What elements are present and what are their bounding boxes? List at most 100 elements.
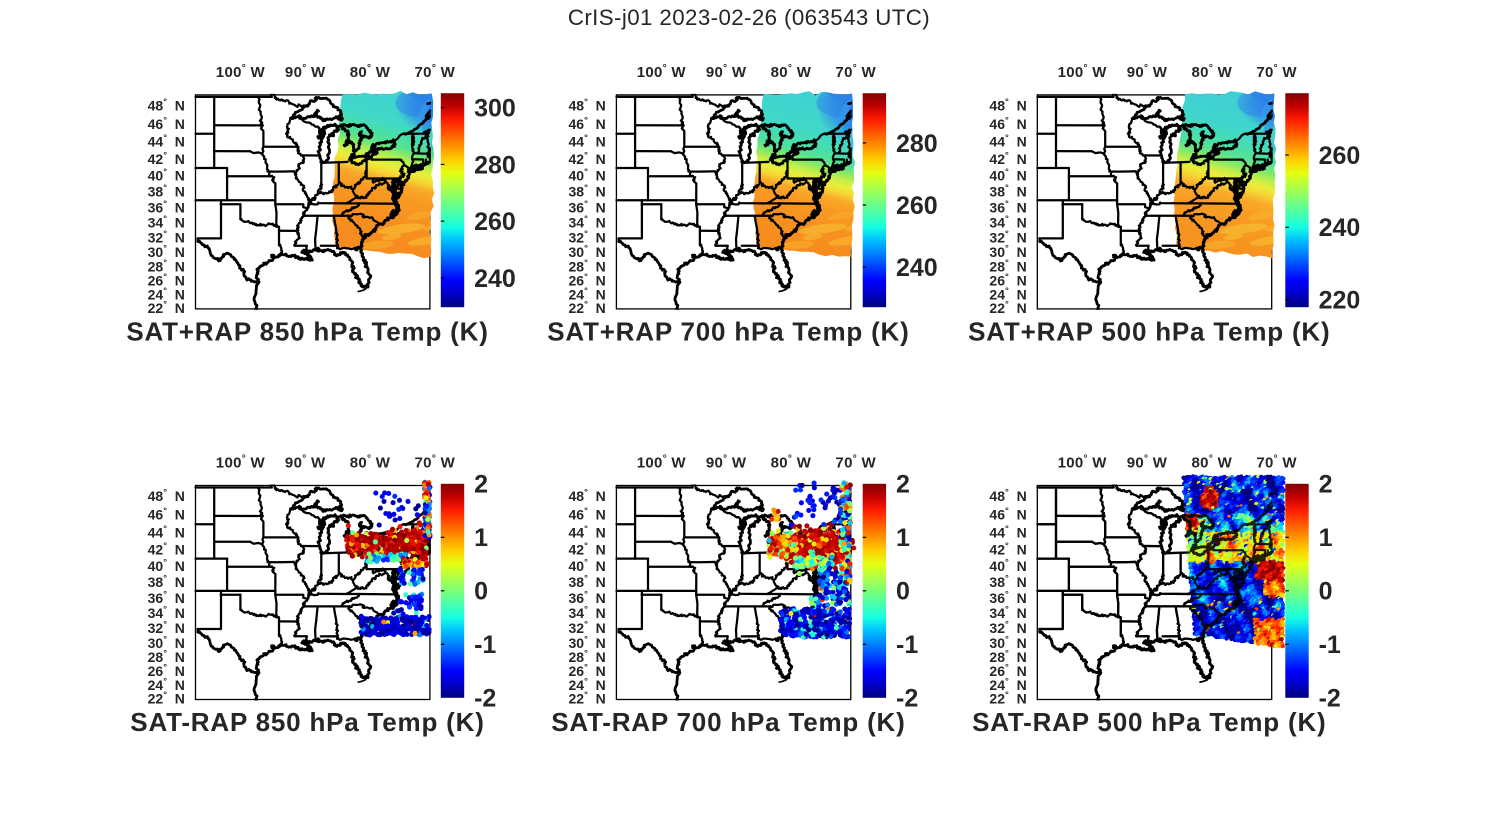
svg-text:240: 240 [896,254,938,282]
svg-text:300: 300 [474,95,516,123]
svg-text:42° N: 42° N [148,540,185,557]
svg-text:-1: -1 [1319,631,1341,659]
svg-text:2: 2 [896,471,910,499]
svg-text:46° N: 46° N [148,506,185,523]
svg-text:100° W: 100° W [1058,63,1108,81]
svg-text:30° N: 30° N [989,243,1026,260]
svg-text:26° N: 26° N [148,272,185,289]
svg-text:2: 2 [474,471,488,499]
svg-text:70° W: 70° W [415,63,456,81]
svg-text:34° N: 34° N [569,214,606,231]
svg-text:44° N: 44° N [569,523,606,540]
svg-text:SAT+RAP 850 hPa Temp (K): SAT+RAP 850 hPa Temp (K) [126,316,488,346]
svg-text:32° N: 32° N [148,229,185,246]
svg-text:40° N: 40° N [148,166,185,183]
svg-text:36° N: 36° N [989,198,1026,215]
svg-text:80° W: 80° W [771,63,812,81]
svg-text:30° N: 30° N [148,243,185,260]
svg-text:24° N: 24° N [989,286,1026,303]
svg-text:42° N: 42° N [989,540,1026,557]
svg-text:1: 1 [474,524,488,552]
svg-text:100° W: 100° W [637,454,687,472]
svg-text:40° N: 40° N [989,166,1026,183]
svg-text:26° N: 26° N [148,662,185,679]
svg-text:48° N: 48° N [148,97,185,114]
svg-text:90° W: 90° W [706,454,747,472]
svg-text:1: 1 [1319,524,1333,552]
svg-text:30° N: 30° N [569,243,606,260]
svg-text:38° N: 38° N [148,573,185,590]
svg-text:48° N: 48° N [569,97,606,114]
svg-text:260: 260 [896,192,938,220]
svg-text:80° W: 80° W [771,454,812,472]
svg-text:70° W: 70° W [1256,63,1297,81]
svg-text:28° N: 28° N [148,258,185,275]
svg-text:46° N: 46° N [148,115,185,132]
svg-text:32° N: 32° N [989,229,1026,246]
svg-text:SAT+RAP 500 hPa Temp (K): SAT+RAP 500 hPa Temp (K) [968,316,1330,346]
svg-text:26° N: 26° N [989,272,1026,289]
svg-text:100° W: 100° W [216,63,266,81]
svg-text:34° N: 34° N [569,604,606,621]
svg-text:32° N: 32° N [569,229,606,246]
svg-text:36° N: 36° N [148,198,185,215]
svg-text:SAT-RAP 850 hPa Temp (K): SAT-RAP 850 hPa Temp (K) [130,707,484,737]
svg-text:100° W: 100° W [1058,454,1108,472]
svg-text:26° N: 26° N [569,662,606,679]
svg-text:44° N: 44° N [989,133,1026,150]
svg-text:22° N: 22° N [989,299,1026,316]
svg-text:34° N: 34° N [989,214,1026,231]
svg-text:-1: -1 [474,631,496,659]
svg-text:0: 0 [1319,578,1333,606]
svg-text:80° W: 80° W [1192,63,1233,81]
svg-text:22° N: 22° N [569,299,606,316]
svg-text:24° N: 24° N [569,676,606,693]
svg-text:24° N: 24° N [569,286,606,303]
svg-text:34° N: 34° N [148,604,185,621]
svg-text:22° N: 22° N [989,690,1026,707]
svg-text:0: 0 [896,578,910,606]
svg-text:SAT-RAP 500 hPa Temp (K): SAT-RAP 500 hPa Temp (K) [972,707,1326,737]
svg-text:32° N: 32° N [569,619,606,636]
svg-text:SAT+RAP 700 hPa Temp (K): SAT+RAP 700 hPa Temp (K) [547,316,909,346]
svg-text:44° N: 44° N [148,523,185,540]
svg-text:42° N: 42° N [569,540,606,557]
svg-text:38° N: 38° N [989,183,1026,200]
svg-text:-1: -1 [896,631,918,659]
svg-text:32° N: 32° N [148,619,185,636]
svg-text:70° W: 70° W [835,63,876,81]
svg-text:40° N: 40° N [569,166,606,183]
svg-text:240: 240 [1319,214,1361,242]
svg-text:22° N: 22° N [569,690,606,707]
svg-text:40° N: 40° N [148,557,185,574]
svg-text:0: 0 [474,578,488,606]
svg-text:90° W: 90° W [285,454,326,472]
svg-text:46° N: 46° N [989,115,1026,132]
svg-text:42° N: 42° N [148,150,185,167]
svg-text:80° W: 80° W [350,63,391,81]
svg-text:2: 2 [1319,471,1333,499]
svg-text:28° N: 28° N [569,648,606,665]
svg-text:260: 260 [474,208,516,236]
svg-text:38° N: 38° N [569,573,606,590]
svg-text:40° N: 40° N [569,557,606,574]
svg-text:44° N: 44° N [989,523,1026,540]
svg-text:22° N: 22° N [148,690,185,707]
svg-text:30° N: 30° N [569,634,606,651]
svg-text:30° N: 30° N [148,634,185,651]
svg-text:SAT-RAP 700 hPa Temp (K): SAT-RAP 700 hPa Temp (K) [551,707,905,737]
svg-text:46° N: 46° N [569,506,606,523]
svg-text:1: 1 [896,524,910,552]
svg-text:46° N: 46° N [989,506,1026,523]
svg-text:44° N: 44° N [148,133,185,150]
svg-text:90° W: 90° W [706,63,747,81]
svg-text:240: 240 [474,265,516,293]
svg-text:34° N: 34° N [148,214,185,231]
svg-text:48° N: 48° N [989,97,1026,114]
svg-text:70° W: 70° W [415,454,456,472]
svg-text:-2: -2 [474,685,496,713]
svg-text:48° N: 48° N [989,487,1026,504]
svg-text:90° W: 90° W [285,63,326,81]
svg-text:280: 280 [896,130,938,158]
svg-text:40° N: 40° N [989,557,1026,574]
